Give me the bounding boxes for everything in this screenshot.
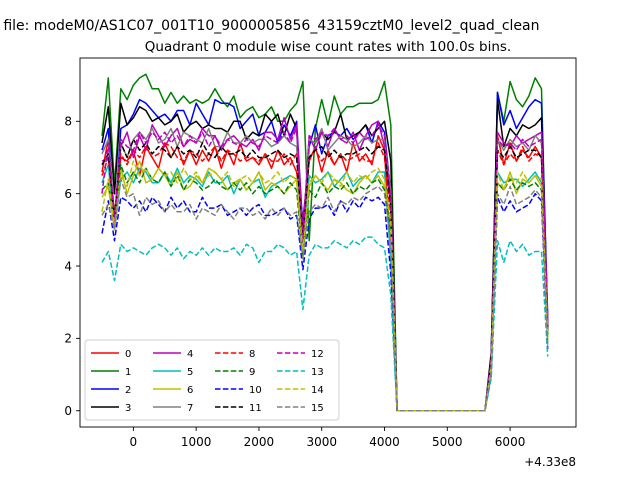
plot-area: 0 1000 2000 3000 4000 5000 6000 0 2 4 6 8 [64,57,577,449]
x-tick-label: 6000 [495,435,526,449]
x-tick-label: 0 [130,435,138,449]
legend-label-14: 14 [311,385,324,396]
legend-frame [84,339,340,421]
legend-label-9: 9 [249,367,255,378]
x-offset-label: +4.33e8 [524,455,576,469]
x-tick-label: 1000 [181,435,212,449]
series-line-15 [101,178,549,412]
y-tick-label: 8 [64,115,72,129]
legend-label-7: 7 [187,403,193,414]
x-tick-label: 4000 [369,435,400,449]
series-line-14 [101,160,549,412]
legend-label-2: 2 [125,385,131,396]
y-tick-label: 6 [64,187,72,201]
x-tick-label: 2000 [244,435,275,449]
legend-label-1: 1 [125,367,131,378]
legend-label-15: 15 [311,403,324,414]
legend-label-3: 3 [125,403,131,414]
series-group [101,73,549,412]
y-tick-label: 2 [64,332,72,346]
legend-label-11: 11 [249,403,262,414]
legend-label-5: 5 [187,367,193,378]
series-line-8 [101,142,549,412]
y-tick-label: 0 [64,404,72,418]
legend-label-10: 10 [249,385,262,396]
legend-label-8: 8 [249,349,255,360]
legend-label-13: 13 [311,367,324,378]
legend-label-0: 0 [125,349,131,360]
legend-label-6: 6 [187,385,193,396]
chart-title: Quadrant 0 module wise count rates with … [145,39,511,55]
x-tick-label: 3000 [306,435,337,449]
series-line-11 [101,138,549,412]
axes-frame [79,57,577,428]
y-tick-label: 4 [64,259,72,273]
legend-label-12: 12 [311,349,324,360]
x-tick-label: 5000 [432,435,463,449]
figure-suptitle: n file: modeM0/AS1C07_001T10_9000005856_… [0,18,539,34]
legend-label-4: 4 [187,349,193,360]
